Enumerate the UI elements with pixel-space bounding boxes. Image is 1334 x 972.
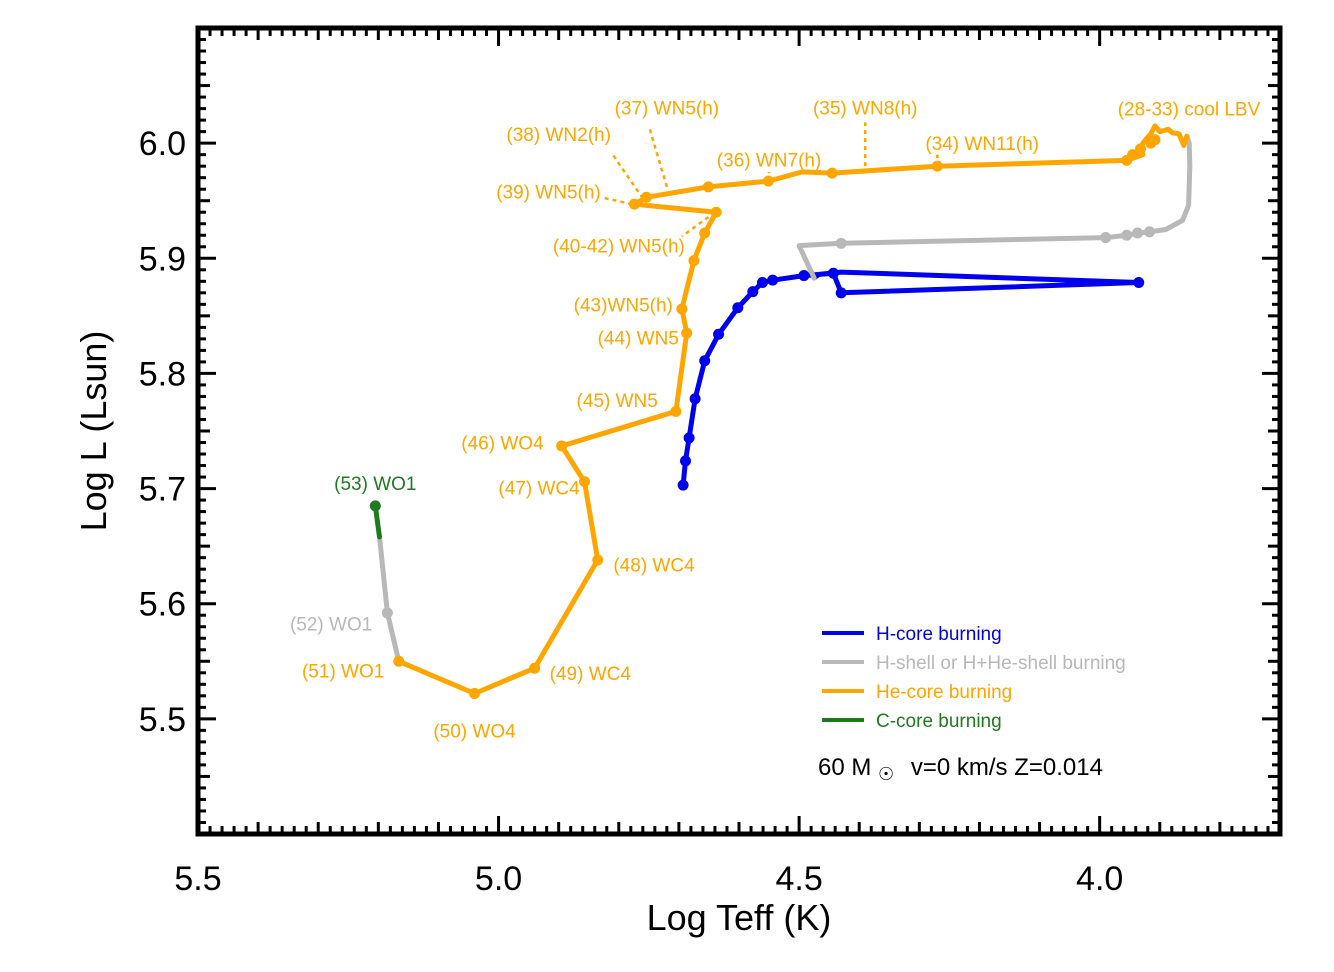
x-tick-label: 5.0 bbox=[475, 860, 522, 898]
spectral-type-label: (34) WN11(h) bbox=[925, 134, 1039, 155]
axis-ticks bbox=[196, 26, 1282, 836]
model-params: v=0 km/s Z=0.014 bbox=[911, 754, 1103, 781]
spectral-type-label: (48) WC4 bbox=[613, 556, 695, 577]
y-tick-labels: 5.5 5.6 5.7 5.8 5.9 6.0 bbox=[139, 125, 186, 739]
model-marker bbox=[827, 267, 839, 279]
model-marker bbox=[670, 405, 682, 417]
legend-label: C-core burning bbox=[876, 711, 1002, 732]
spectral-type-label: (49) WC4 bbox=[550, 664, 632, 685]
model-marker bbox=[756, 276, 768, 288]
model-marker bbox=[1144, 226, 1156, 238]
evolution-track bbox=[372, 123, 1193, 696]
legend-label: H-core burning bbox=[876, 624, 1002, 645]
model-marker bbox=[683, 432, 695, 444]
model-marker bbox=[767, 274, 779, 286]
spectral-type-label: (43)WN5(h) bbox=[574, 295, 673, 316]
spectral-type-label: (51) WO1 bbox=[302, 661, 384, 682]
spectral-type-label: (45) WN5 bbox=[577, 391, 658, 412]
model-markers bbox=[369, 134, 1161, 700]
model-marker bbox=[798, 270, 810, 282]
spectral-type-label: (39) WN5(h) bbox=[496, 183, 601, 204]
model-marker bbox=[676, 303, 688, 315]
model-marker bbox=[1149, 134, 1161, 146]
spectral-type-label: (44) WN5 bbox=[598, 329, 679, 350]
model-marker bbox=[1132, 227, 1144, 239]
annotation-leader bbox=[600, 196, 633, 206]
model-marker bbox=[688, 255, 700, 267]
model-marker bbox=[762, 175, 774, 187]
model-marker bbox=[1135, 143, 1147, 155]
model-marker bbox=[579, 476, 591, 488]
plot-frame bbox=[195, 25, 1283, 837]
y-tick-label: 5.6 bbox=[139, 586, 186, 624]
model-marker bbox=[640, 191, 652, 203]
x-tick-label: 4.0 bbox=[1076, 860, 1123, 898]
spectral-type-label: (35) WN8(h) bbox=[813, 98, 918, 119]
annotation-leader bbox=[647, 125, 669, 188]
y-tick-label: 5.7 bbox=[139, 471, 186, 509]
y-tick-label: 6.0 bbox=[139, 125, 186, 163]
series-line bbox=[396, 123, 1190, 696]
model-marker bbox=[713, 328, 725, 340]
model-marker bbox=[680, 455, 692, 467]
spectral-type-label: (53) WO1 bbox=[334, 474, 416, 495]
y-tick-label: 5.5 bbox=[139, 701, 186, 739]
annotation-leader bbox=[681, 211, 716, 238]
x-tick-label: 5.5 bbox=[174, 860, 221, 898]
x-axis-title: Log Teff (K) bbox=[647, 897, 832, 938]
sun-symbol-icon: ☉ bbox=[878, 764, 894, 784]
x-tick-label: 4.5 bbox=[775, 860, 822, 898]
model-marker bbox=[702, 181, 714, 193]
model-marker bbox=[710, 206, 722, 218]
model-marker bbox=[747, 286, 759, 298]
y-axis-title: Log L (Lsun) bbox=[73, 331, 114, 532]
model-mass: 60 M bbox=[818, 754, 871, 781]
model-marker bbox=[699, 355, 711, 367]
spectral-type-label: (46) WO4 bbox=[461, 434, 544, 455]
model-marker bbox=[1100, 232, 1112, 244]
model-marker bbox=[369, 500, 381, 512]
model-marker bbox=[835, 237, 847, 249]
spectral-type-label: (37) WN5(h) bbox=[615, 98, 720, 119]
series-line bbox=[680, 269, 1142, 488]
spectral-type-label: (47) WC4 bbox=[498, 478, 580, 499]
model-marker bbox=[1133, 276, 1145, 288]
spectral-type-label: (40-42) WN5(h) bbox=[553, 237, 685, 258]
spectral-type-label: (36) WN7(h) bbox=[717, 150, 822, 171]
legend-label: H-shell or H+He-shell burning bbox=[876, 653, 1126, 674]
legend-label: He-core burning bbox=[876, 682, 1012, 703]
series-line bbox=[377, 534, 402, 664]
model-marker bbox=[556, 440, 568, 452]
model-marker bbox=[529, 662, 541, 674]
model-marker bbox=[592, 554, 604, 566]
spectral-type-annotations: (28-33) cool LBV (34) WN11(h) (35) WN8(h) (… bbox=[290, 98, 1261, 742]
x-tick-labels: 5.5 5.0 4.5 4.0 bbox=[174, 860, 1123, 898]
model-marker bbox=[677, 479, 689, 491]
spectral-type-label: (28-33) cool LBV bbox=[1118, 100, 1261, 121]
model-marker bbox=[628, 198, 640, 210]
legend: H-core burning H-shell or H+He-shell burn… bbox=[822, 624, 1126, 732]
annotation-leader bbox=[611, 153, 644, 200]
model-marker bbox=[381, 607, 393, 619]
model-marker bbox=[931, 160, 943, 172]
model-marker bbox=[393, 655, 405, 667]
spectral-type-label: (52) WO1 bbox=[290, 614, 372, 635]
y-tick-label: 5.9 bbox=[139, 240, 186, 278]
model-marker bbox=[732, 302, 744, 314]
model-marker bbox=[689, 393, 701, 405]
spectral-type-label: (38) WN2(h) bbox=[506, 125, 611, 146]
model-marker bbox=[1127, 149, 1139, 161]
model-label: 60 M ☉ v=0 km/s Z=0.014 bbox=[818, 754, 1103, 786]
y-tick-label: 5.8 bbox=[139, 355, 186, 393]
model-marker bbox=[1121, 229, 1133, 241]
model-marker bbox=[681, 327, 693, 339]
model-marker bbox=[835, 287, 847, 299]
model-marker bbox=[699, 227, 711, 239]
spectral-type-label: (50) WO4 bbox=[433, 721, 516, 742]
model-marker bbox=[469, 688, 481, 700]
model-marker bbox=[826, 167, 838, 179]
